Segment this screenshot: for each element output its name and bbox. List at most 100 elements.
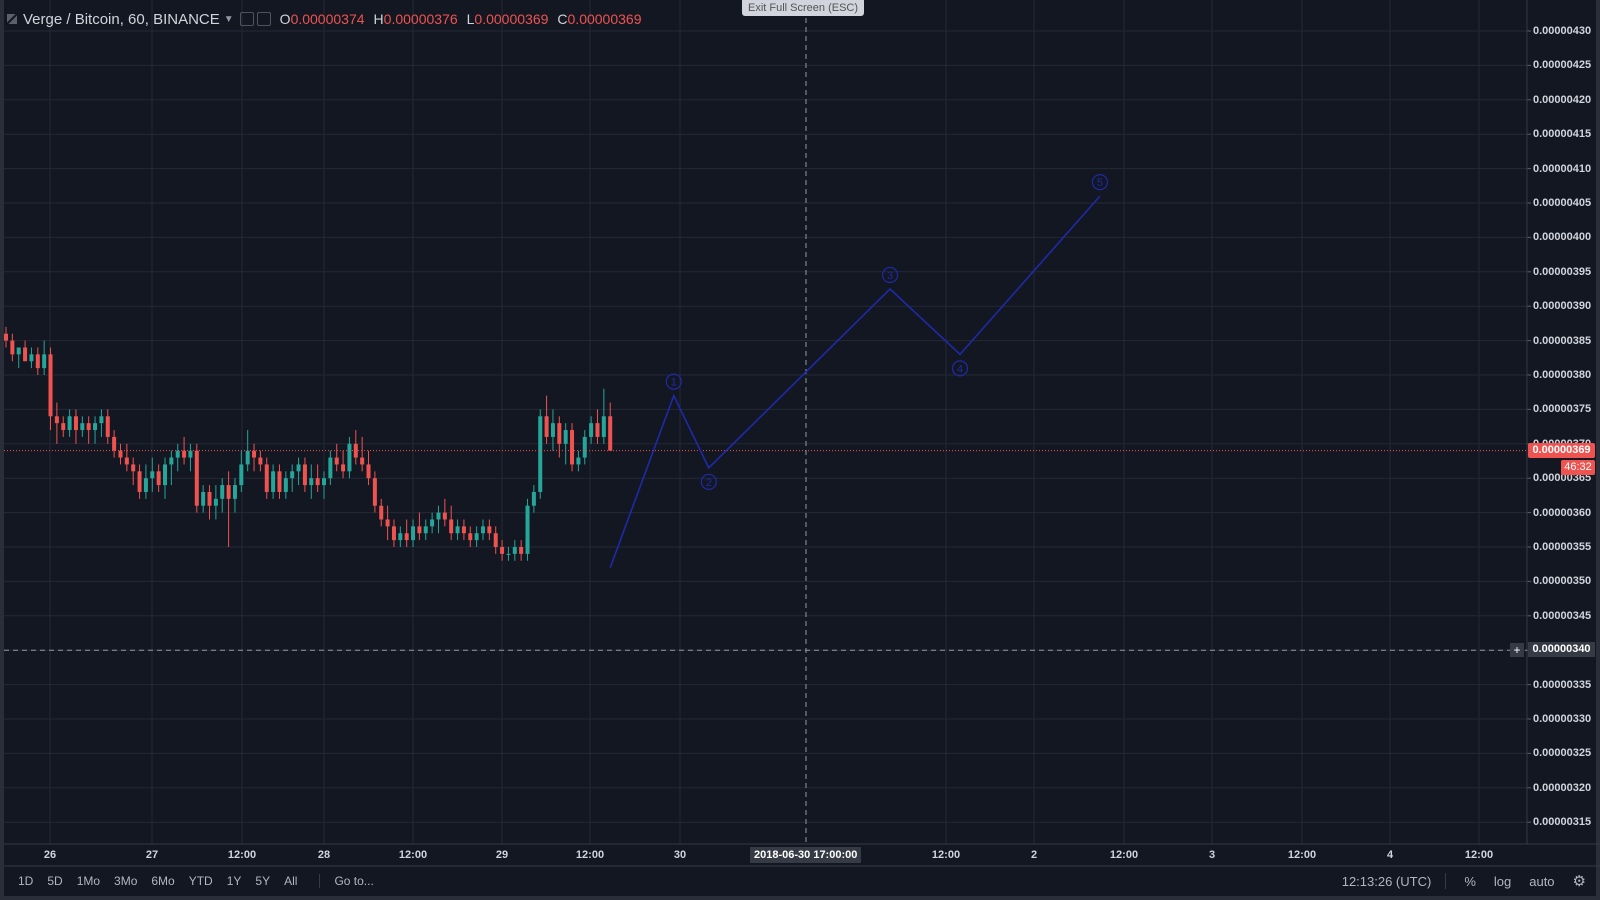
close-label: C xyxy=(557,11,568,27)
price-tick-label: 0.00000385 xyxy=(1533,334,1592,347)
candle-body xyxy=(570,430,575,465)
symbol-title[interactable]: Verge / Bitcoin, 60, BINANCE xyxy=(23,10,220,28)
range-button-5d[interactable]: 5D xyxy=(47,874,63,888)
open-value: 0.00000374 xyxy=(290,11,365,27)
candle-body xyxy=(506,553,511,555)
time-tick-label: 12:00 xyxy=(1109,849,1139,861)
open-label: O xyxy=(279,11,291,27)
candle-body xyxy=(360,457,365,465)
candle-body xyxy=(23,347,28,362)
candle-body xyxy=(194,450,199,506)
price-tick-label: 0.00000430 xyxy=(1533,25,1592,37)
price-tick-label: 0.00000320 xyxy=(1533,781,1592,794)
current-price-tag: 0.00000369 xyxy=(1528,442,1595,458)
time-tick-label: 12:00 xyxy=(227,849,257,861)
candle-body xyxy=(302,464,307,486)
candle-body xyxy=(328,457,333,479)
candle-body xyxy=(576,457,581,465)
range-button-1y[interactable]: 1Y xyxy=(226,874,242,888)
time-tick-label: 12:00 xyxy=(1464,849,1494,861)
candle-body xyxy=(608,416,613,451)
candle-body xyxy=(430,519,435,527)
candle-body xyxy=(143,478,148,492)
candle-body xyxy=(309,478,314,486)
candle-body xyxy=(80,423,85,431)
price-axis[interactable]: 0.00000430 0.00000425 0.00000420 0.00000415… xyxy=(1527,0,1600,844)
range-button-1d[interactable]: 1D xyxy=(18,874,34,888)
time-tick-label: 26 xyxy=(43,849,57,861)
time-tick-label: 29 xyxy=(495,849,509,861)
price-tick-label: 0.00000355 xyxy=(1533,541,1592,553)
hide-icon[interactable] xyxy=(239,12,254,26)
candle-body xyxy=(500,547,505,554)
add-alert-button[interactable]: + xyxy=(1510,643,1524,658)
time-tick-label: 12:00 xyxy=(398,849,428,861)
time-tick-label: 3 xyxy=(1208,849,1216,861)
price-tick-label: 0.00000400 xyxy=(1533,231,1592,244)
candle-body xyxy=(449,519,454,534)
candle-body xyxy=(436,512,441,520)
candle-body xyxy=(341,464,346,472)
candle-body xyxy=(589,423,594,437)
wave-label: 2 xyxy=(706,477,712,489)
candle-body xyxy=(347,443,352,472)
settings-icon[interactable] xyxy=(256,12,271,26)
wave-label-circle xyxy=(951,360,969,377)
time-tick-label: 12:00 xyxy=(931,849,961,861)
candle-body xyxy=(42,354,47,369)
range-button-6mo[interactable]: 6Mo xyxy=(151,874,175,888)
candle-body xyxy=(252,450,257,458)
candle-body xyxy=(112,436,117,451)
price-tick-label: 0.00000375 xyxy=(1533,403,1592,416)
candle-body xyxy=(544,416,549,437)
candle-body xyxy=(105,416,110,437)
wave-label: 3 xyxy=(887,270,893,282)
range-button-3mo[interactable]: 3Mo xyxy=(114,874,138,888)
goto-button[interactable]: Go to... xyxy=(319,874,374,888)
chevron-down-icon[interactable]: ▼ xyxy=(223,13,234,25)
candle-body xyxy=(48,354,53,417)
candle-body xyxy=(322,478,326,486)
price-tick-label: 0.00000350 xyxy=(1533,575,1592,588)
candle-body xyxy=(582,436,587,458)
low-value: 0.00000369 xyxy=(474,11,549,27)
candle-body xyxy=(411,526,416,541)
candle-body xyxy=(86,423,91,431)
candle-body xyxy=(366,464,371,479)
log-toggle[interactable]: log xyxy=(1493,873,1512,889)
price-tick-label: 0.00000425 xyxy=(1533,59,1592,72)
countdown-tag: 46:32 xyxy=(1561,459,1595,475)
range-button-ytd[interactable]: YTD xyxy=(188,874,213,888)
candle-body xyxy=(404,533,409,541)
time-tick-label: 2 xyxy=(1030,849,1038,861)
symbol-icon xyxy=(6,13,18,25)
candle-body xyxy=(188,450,193,458)
wave-label: 5 xyxy=(1097,177,1103,189)
candle-body xyxy=(35,354,40,369)
time-tick-label: 28 xyxy=(317,849,331,861)
candle-body xyxy=(245,450,250,465)
candle-body xyxy=(163,464,167,486)
candle-body xyxy=(563,430,568,444)
gear-icon[interactable]: ⚙ xyxy=(1572,873,1586,890)
crosshair-time-tag: 2018-06-30 17:00:00 xyxy=(750,847,862,863)
candle-body xyxy=(277,471,282,492)
price-tick-label: 0.00000335 xyxy=(1533,678,1592,691)
candle-body xyxy=(525,505,530,554)
wave-label: 1 xyxy=(671,377,677,389)
time-tick-label: 12:00 xyxy=(1287,849,1317,861)
range-button-5y[interactable]: 5Y xyxy=(255,874,271,888)
candle-body xyxy=(481,526,485,534)
candle-body xyxy=(137,471,142,492)
crosshair-price-tag: 0.00000340 xyxy=(1528,642,1595,658)
time-tick-label: 12:00 xyxy=(575,849,605,861)
range-button-all[interactable]: All xyxy=(284,874,298,888)
candle-body xyxy=(391,526,396,541)
range-button-1mo[interactable]: 1Mo xyxy=(76,874,101,888)
candle-body xyxy=(538,416,543,492)
percent-toggle[interactable]: % xyxy=(1464,873,1476,889)
candle-body xyxy=(99,416,104,424)
auto-toggle[interactable]: auto xyxy=(1529,873,1555,889)
exit-fullscreen-button[interactable]: Exit Full Screen (ESC) xyxy=(742,0,865,16)
